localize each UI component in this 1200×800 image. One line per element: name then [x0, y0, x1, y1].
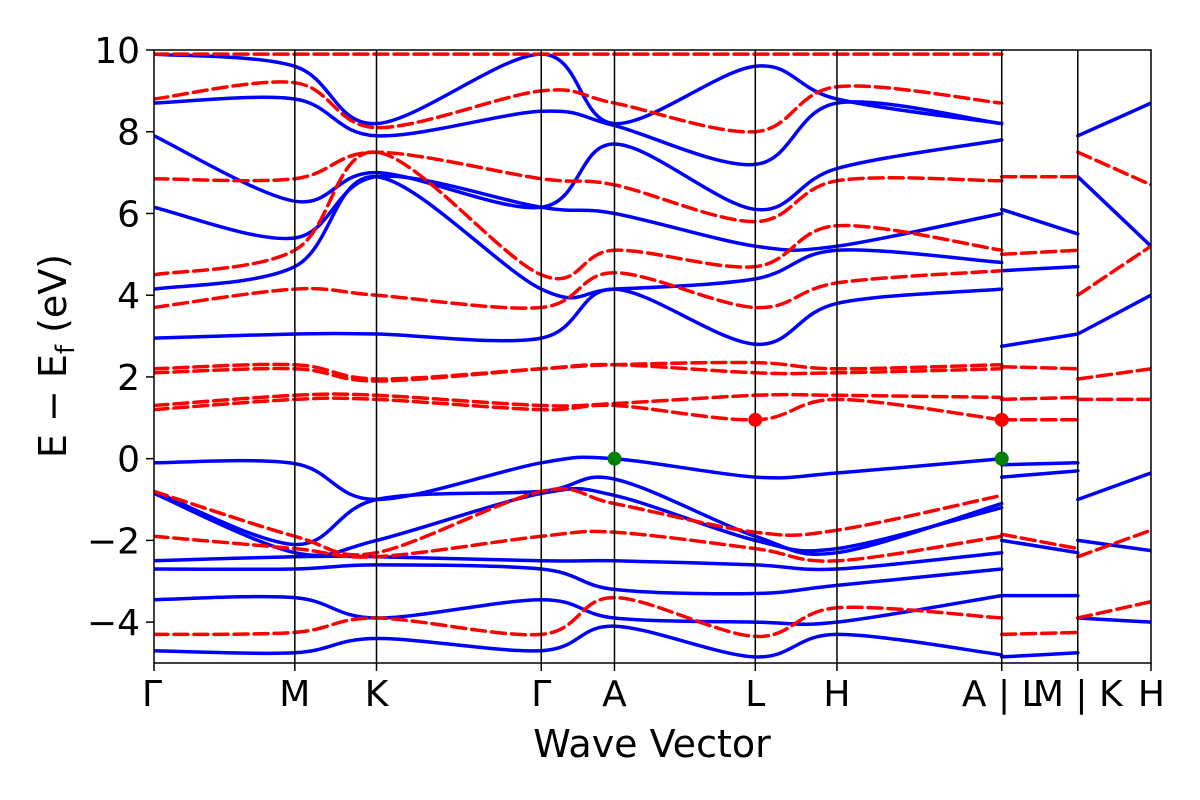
- dashed-band-9: [154, 150, 1004, 224]
- solid-band-26: [1076, 101, 1151, 138]
- solid-band-22: [1076, 538, 1151, 553]
- x-axis-title: Wave Vector: [533, 722, 771, 766]
- dashed-band-22: [1076, 599, 1151, 620]
- dashed-band-15: [999, 532, 1080, 551]
- dashed-band-0: [154, 396, 1004, 422]
- y-tick-label: 6: [117, 194, 140, 235]
- y-axis-title: E − Ef (eV): [31, 254, 81, 458]
- y-axis-title-subscript: f: [51, 344, 81, 354]
- y-axis-title-unit: (eV): [31, 254, 75, 345]
- dashed-band-23: [1076, 244, 1151, 297]
- kpoint-divider-layer: [294, 50, 1079, 663]
- x-tick-label: H: [1138, 674, 1165, 715]
- x-tick-label: M | K: [1033, 674, 1124, 715]
- dashed-band-24: [1076, 150, 1151, 187]
- y-axis-title-main: E − E: [31, 354, 75, 458]
- solid-band-7: [154, 287, 1004, 346]
- solid-band-11: [154, 95, 1004, 167]
- y-tick-label: 4: [117, 276, 140, 317]
- conduction-min-marker: [748, 412, 763, 427]
- solid-band-6: [154, 624, 1004, 659]
- dashed-band-6: [154, 595, 1004, 639]
- solid-band-25: [1076, 174, 1151, 248]
- y-tick-label: 8: [117, 113, 140, 154]
- y-tick-label: −2: [87, 521, 140, 562]
- solid-band-20: [999, 207, 1080, 236]
- solid-band-9: [154, 174, 1004, 252]
- x-tick-label: A | L: [962, 674, 1042, 715]
- solid-band-12: [154, 52, 1004, 126]
- y-tick-label: 2: [117, 358, 140, 399]
- valence-max-marker: [994, 451, 1009, 466]
- solid-band-17: [999, 651, 1080, 659]
- solid-band-5: [154, 593, 1004, 626]
- plot-frame: [153, 49, 1152, 664]
- x-axis-ticks: Γ M K Γ A L H A | LM | K H: [142, 663, 1165, 715]
- dashed-band-10: [154, 80, 1004, 134]
- x-tick-label: L: [745, 674, 765, 715]
- x-tick-label: A: [602, 674, 627, 715]
- dashed-band-8: [154, 150, 1004, 281]
- solid-band-23: [1076, 616, 1151, 624]
- x-tick-label: Γ: [142, 674, 162, 715]
- band-edge-markers: [607, 412, 1009, 466]
- solid-band-19: [999, 264, 1080, 273]
- y-axis-ticks: −4 −2 0 2 4 6 8 10: [87, 31, 154, 644]
- conduction-min-marker: [994, 412, 1009, 427]
- dashed-band-17: [999, 248, 1080, 257]
- dashed-band-21: [1076, 528, 1151, 559]
- x-tick-label: H: [823, 674, 850, 715]
- y-tick-label: 0: [117, 440, 140, 481]
- solid-band-4: [154, 563, 1004, 596]
- solid-band-15: [999, 538, 1080, 555]
- dashed-band-13: [999, 395, 1080, 402]
- solid-band-13: [999, 461, 1080, 467]
- solid-band-14: [999, 469, 1080, 479]
- valence-max-marker: [607, 451, 622, 466]
- solid-band-10: [154, 134, 1004, 212]
- solid-band-8: [154, 174, 1004, 300]
- solid-band-24: [1076, 293, 1151, 336]
- dashed-band-7: [154, 268, 1004, 310]
- solid-band-21: [1076, 471, 1151, 502]
- x-tick-label: Γ: [531, 674, 551, 715]
- x-tick-label: M: [279, 674, 310, 715]
- x-tick-label: K: [365, 674, 390, 715]
- dashed-band-16: [999, 630, 1080, 637]
- solid-band-18: [999, 332, 1080, 349]
- y-tick-label: −4: [87, 603, 140, 644]
- dashed-band-20: [1076, 367, 1151, 381]
- dashed-band-14: [999, 364, 1080, 371]
- y-tick-label: 10: [94, 31, 140, 72]
